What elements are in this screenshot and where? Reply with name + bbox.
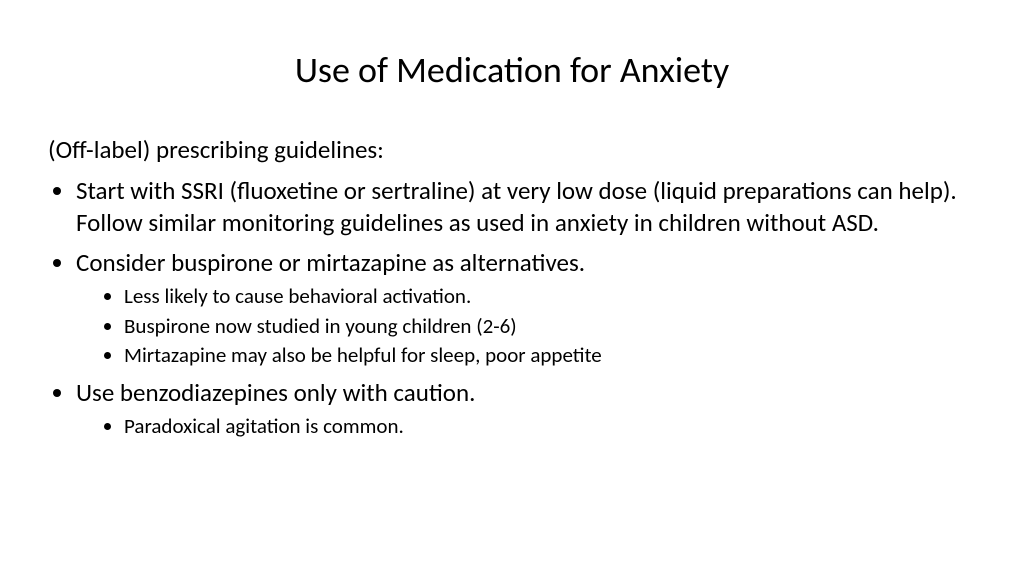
- list-item-text: Consider buspirone or mirtazapine as alt…: [76, 247, 585, 278]
- list-item-text: Use benzodiazepines only with caution.: [76, 377, 475, 408]
- list-item: Start with SSRI (fluoxetine or sertralin…: [76, 175, 976, 239]
- slide: Use of Medication for Anxiety (Off-label…: [0, 0, 1024, 576]
- intro-text: (Off-label) prescribing guidelines:: [48, 134, 976, 165]
- list-item: Less likely to cause behavioral activati…: [124, 283, 976, 310]
- sub-bullet-list: Less likely to cause behavioral activati…: [76, 283, 976, 369]
- bullet-list: Start with SSRI (fluoxetine or sertralin…: [48, 175, 976, 440]
- slide-title: Use of Medication for Anxiety: [48, 48, 976, 92]
- sub-bullet-list: Paradoxical agitation is common.: [76, 413, 976, 440]
- list-item: Use benzodiazepines only with caution. P…: [76, 377, 976, 440]
- list-item: Buspirone now studied in young children …: [124, 313, 976, 340]
- list-item: Paradoxical agitation is common.: [124, 413, 976, 440]
- list-item: Consider buspirone or mirtazapine as alt…: [76, 247, 976, 369]
- list-item: Mirtazapine may also be helpful for slee…: [124, 342, 976, 369]
